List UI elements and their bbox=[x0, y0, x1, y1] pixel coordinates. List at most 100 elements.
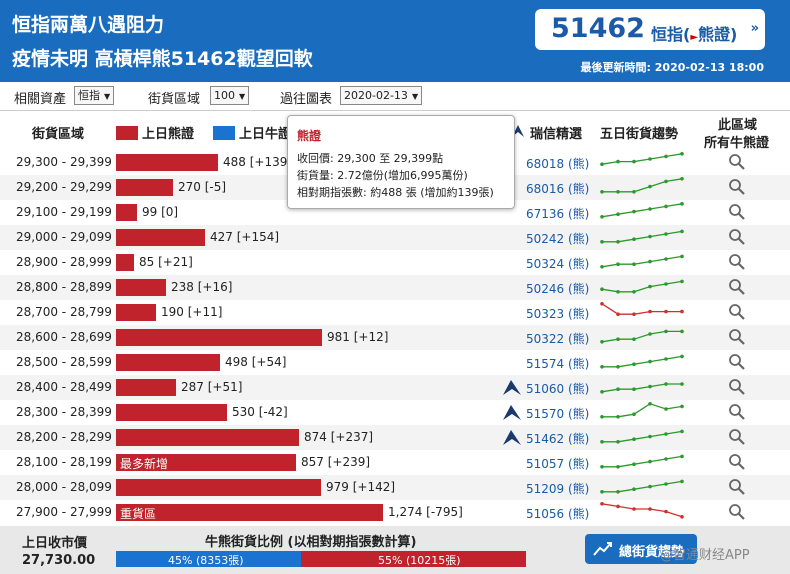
search-icon[interactable] bbox=[728, 203, 746, 221]
sparkline-point bbox=[648, 459, 652, 464]
search-icon[interactable] bbox=[728, 278, 746, 296]
bear-bar[interactable]: 最多新增 bbox=[116, 454, 296, 471]
warrant-code-link[interactable]: 51060 (熊) bbox=[526, 382, 590, 396]
sparkline-point bbox=[648, 402, 652, 406]
five-day-sparkline bbox=[600, 382, 684, 394]
search-icon[interactable] bbox=[728, 228, 746, 246]
range-header: 街貨區域 bbox=[32, 127, 85, 142]
warrant-code-link[interactable]: 51462 (熊) bbox=[526, 432, 590, 446]
sparkline-point bbox=[632, 507, 636, 511]
watermark: @智通财经APP bbox=[660, 548, 750, 563]
range-cell: 27,900 - 27,999 bbox=[16, 505, 112, 519]
sparkline-point bbox=[680, 229, 684, 234]
bear-bar[interactable] bbox=[116, 379, 176, 396]
table-row: 29,000 - 29,099 427 [+154] 50242 (熊) bbox=[0, 225, 790, 250]
five-day-sparkline bbox=[600, 329, 684, 344]
search-icon[interactable] bbox=[728, 428, 746, 446]
quote-code: 51462 bbox=[551, 13, 645, 44]
warrant-code-link[interactable]: 51056 (熊) bbox=[526, 507, 590, 521]
triangle-icon: ► bbox=[690, 32, 699, 43]
search-icon[interactable] bbox=[728, 478, 746, 496]
sparkline-line bbox=[602, 430, 683, 443]
bear-bar[interactable] bbox=[116, 404, 227, 421]
bear-bar[interactable] bbox=[116, 354, 220, 371]
sparkline-point bbox=[600, 302, 604, 306]
search-icon[interactable] bbox=[728, 303, 746, 321]
warrant-code-link[interactable]: 68016 (熊) bbox=[526, 182, 590, 196]
sparkline-point bbox=[600, 340, 604, 344]
five-day-sparkline bbox=[600, 279, 684, 294]
date-select[interactable]: 2020-02-13 ▼ bbox=[340, 86, 423, 105]
bar-tag: 重貨區 bbox=[120, 507, 157, 521]
tooltip-title: 熊證 bbox=[297, 129, 322, 143]
warrant-code-link[interactable]: 51209 (熊) bbox=[526, 482, 590, 496]
warrant-code-link[interactable]: 67136 (熊) bbox=[526, 207, 590, 221]
sparkline-point bbox=[600, 265, 604, 269]
range-cell: 28,600 - 28,699 bbox=[16, 330, 112, 344]
search-icon[interactable] bbox=[728, 353, 746, 371]
warrant-code-link[interactable]: 51574 (熊) bbox=[526, 357, 590, 371]
bear-bar[interactable] bbox=[116, 429, 299, 446]
bar-value-label: 1,274 [-795] bbox=[388, 505, 463, 519]
tooltip-line: 相對期指張數: 約488 張 (增加約139張) bbox=[297, 186, 494, 199]
bear-bar[interactable] bbox=[116, 279, 166, 296]
bull-ratio-text: 45% (8353張) bbox=[168, 554, 244, 567]
warrant-code-link[interactable]: 51570 (熊) bbox=[526, 407, 590, 421]
sparkline-point bbox=[632, 487, 636, 491]
bear-bar[interactable] bbox=[116, 204, 137, 221]
search-icon[interactable] bbox=[728, 378, 746, 396]
sparkline-line bbox=[602, 230, 683, 243]
range-cell: 29,000 - 29,099 bbox=[16, 230, 112, 244]
sparkline-point bbox=[680, 254, 684, 259]
sparkline-point bbox=[600, 502, 604, 506]
bear-bar[interactable] bbox=[116, 479, 321, 496]
five-day-sparkline bbox=[600, 229, 684, 244]
search-icon[interactable] bbox=[728, 403, 746, 421]
warrant-code-link[interactable]: 68018 (熊) bbox=[526, 157, 590, 171]
bear-bar[interactable] bbox=[116, 329, 322, 346]
warrant-code-link[interactable]: 51057 (熊) bbox=[526, 457, 590, 471]
bar-value-label: 99 [0] bbox=[142, 205, 179, 219]
search-icon[interactable] bbox=[728, 503, 746, 521]
sparkline-point bbox=[664, 482, 668, 486]
quote-box[interactable]: 51462 恒指(►熊證) » bbox=[535, 9, 765, 50]
bull-bear-ratio-bar: 45% (8353張) 55% (10215張) bbox=[116, 551, 526, 567]
search-icon[interactable] bbox=[728, 453, 746, 471]
double-chevron-right-icon[interactable]: » bbox=[750, 21, 759, 36]
total-trend-button[interactable]: 總街貨趨勢 bbox=[585, 534, 697, 564]
range-cell: 28,000 - 28,099 bbox=[16, 480, 112, 494]
search-icon[interactable] bbox=[728, 328, 746, 346]
bear-bar[interactable] bbox=[116, 304, 156, 321]
sparkline-point bbox=[616, 415, 620, 419]
warrant-code-link[interactable]: 50324 (熊) bbox=[526, 257, 590, 271]
sparkline-point bbox=[616, 240, 620, 244]
sparkline-point bbox=[600, 390, 604, 394]
five-day-sparkline bbox=[600, 429, 684, 444]
bear-bar[interactable] bbox=[116, 229, 205, 246]
sparkline-point bbox=[680, 329, 684, 334]
warrant-code-link[interactable]: 50246 (熊) bbox=[526, 282, 590, 296]
search-icon[interactable] bbox=[728, 178, 746, 196]
sparkline-point bbox=[632, 312, 636, 316]
sparkline-point bbox=[600, 490, 604, 494]
warrant-code-link[interactable]: 50323 (熊) bbox=[526, 307, 590, 321]
sparkline-point bbox=[600, 287, 604, 291]
bear-bar[interactable] bbox=[116, 254, 134, 271]
asset-select[interactable]: 恒指 ▼ bbox=[74, 86, 115, 105]
prev-close-label: 上日收市價 bbox=[22, 536, 88, 551]
sparkline-point bbox=[616, 365, 620, 369]
bear-bar[interactable] bbox=[116, 154, 218, 171]
sparkline-point bbox=[648, 384, 652, 389]
search-icon[interactable] bbox=[728, 153, 746, 171]
range-cell: 28,400 - 28,499 bbox=[16, 380, 112, 394]
range-cell: 28,900 - 28,999 bbox=[16, 255, 112, 269]
table-row: 28,500 - 28,599 498 [+54] 51574 (熊) bbox=[0, 350, 790, 375]
bear-bar[interactable] bbox=[116, 179, 173, 196]
bear-bar[interactable]: 重貨區 bbox=[116, 504, 383, 521]
warrant-code-link[interactable]: 50242 (熊) bbox=[526, 232, 590, 246]
search-icon[interactable] bbox=[728, 253, 746, 271]
sparkline-point bbox=[648, 157, 652, 161]
warrant-code-link[interactable]: 50322 (熊) bbox=[526, 332, 590, 346]
credit-suisse-sail-icon bbox=[503, 405, 521, 420]
zone-select[interactable]: 100 ▼ bbox=[210, 86, 250, 105]
